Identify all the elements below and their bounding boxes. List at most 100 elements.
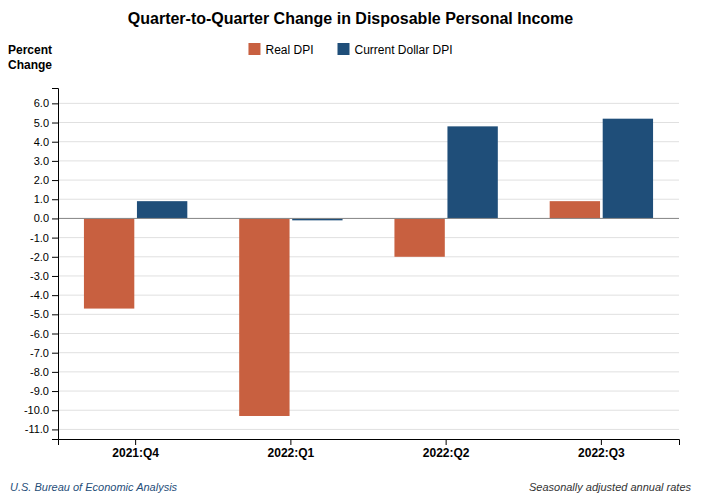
tick-label: -7.0 — [30, 347, 49, 359]
tick-label: -10.0 — [24, 404, 49, 416]
tick: 1.0 — [34, 193, 58, 205]
tick-mark — [52, 410, 58, 411]
tick-label: 6.0 — [34, 97, 49, 109]
annotation: Seasonally adjusted annual rates — [529, 481, 692, 493]
bar — [550, 201, 600, 218]
grid-line — [58, 391, 679, 392]
tick: -8.0 — [30, 366, 58, 378]
axis-line — [59, 440, 680, 446]
tick-mark — [52, 238, 58, 239]
legend-item: Current Dollar DPI — [338, 43, 453, 57]
legend-label: Current Dollar DPI — [355, 43, 453, 57]
tick: -9.0 — [30, 385, 58, 397]
grid-line — [58, 199, 679, 200]
tick-mark — [52, 142, 58, 143]
chart: 6.0 5.0 4.0 3.0 2.0 1.0 0.0 -1.0 -2.0 -3.0 -4.0 -5.… — [0, 0, 701, 501]
y-axis: 6.0 5.0 4.0 3.0 2.0 1.0 0.0 -1.0 -2.0 -3.0 -4.0 -5.… — [24, 89, 59, 440]
tick-mark — [52, 103, 58, 104]
tick-label: -4.0 — [30, 289, 49, 301]
tick-mark — [52, 180, 58, 181]
tick-label: -1.0 — [30, 232, 49, 244]
tick-mark — [52, 276, 58, 277]
tick-label: -9.0 — [30, 385, 49, 397]
grid-line — [58, 103, 679, 104]
tick: 0.0 — [34, 212, 58, 224]
tick-mark — [52, 334, 58, 335]
grid-line — [58, 275, 679, 276]
tick: -10.0 — [24, 404, 58, 416]
tick: 3.0 — [34, 155, 58, 167]
tick-label: 4.0 — [34, 136, 49, 148]
series — [137, 119, 653, 221]
tick-mark — [52, 372, 58, 373]
tick-label: -5.0 — [30, 308, 49, 320]
grid-line — [58, 429, 679, 430]
tick: 5.0 — [34, 117, 58, 129]
legend-item: Real DPI — [248, 43, 313, 57]
annotation: U.S. Bureau of Economic Analysis — [10, 481, 178, 493]
y-axis-title: PercentChange — [8, 43, 52, 72]
tick: -4.0 — [30, 289, 58, 301]
tick: 2.0 — [34, 174, 58, 186]
title: Quarter-to-Quarter Change in Disposable … — [128, 10, 574, 27]
tick-mark — [52, 257, 58, 258]
bar — [603, 119, 653, 219]
grid-line — [58, 371, 679, 372]
grid — [58, 103, 679, 429]
tick: 6.0 — [34, 97, 58, 109]
tick-label: -2.0 — [30, 251, 49, 263]
tick: -11.0 — [25, 423, 58, 435]
grid-line — [58, 352, 679, 353]
tick-label: 2021:Q4 — [112, 446, 159, 460]
tick: 2022:Q3 — [578, 439, 625, 460]
grid-line — [58, 141, 679, 142]
legend-swatch — [338, 43, 350, 55]
tick-mark — [52, 429, 58, 430]
zero-line — [58, 218, 679, 219]
tick-mark — [52, 123, 58, 124]
legend: Real DPI Current Dollar DPI — [248, 43, 452, 57]
tick: -1.0 — [30, 232, 58, 244]
bar — [447, 126, 497, 218]
tick-label: 2.0 — [34, 174, 49, 186]
legend-label: Real DPI — [265, 43, 313, 57]
tick: -6.0 — [30, 328, 58, 340]
tick-label: 2022:Q2 — [423, 446, 470, 460]
tick-label: -8.0 — [30, 366, 49, 378]
bar — [239, 218, 289, 416]
tick-mark — [52, 295, 58, 296]
grid-line — [58, 333, 679, 334]
tick-label: 0.0 — [34, 212, 49, 224]
plot: 6.0 5.0 4.0 3.0 2.0 1.0 0.0 -1.0 -2.0 -3.0 -4.0 -5.… — [24, 89, 680, 460]
grid-line — [58, 410, 679, 411]
grid-line — [58, 295, 679, 296]
tick: 4.0 — [34, 136, 58, 148]
tick: 2022:Q2 — [423, 439, 470, 460]
grid-line — [58, 122, 679, 123]
tick: -2.0 — [30, 251, 58, 263]
tick-mark — [135, 439, 136, 445]
tick-mark — [52, 353, 58, 354]
grid-line — [58, 160, 679, 161]
tick-label: -3.0 — [30, 270, 49, 282]
grid-line — [58, 180, 679, 181]
grid-line — [58, 237, 679, 238]
tick-mark — [601, 439, 602, 445]
bar — [84, 218, 134, 308]
tick-mark — [52, 391, 58, 392]
tick-label: -6.0 — [30, 328, 49, 340]
tick: -3.0 — [30, 270, 58, 282]
tick: 2021:Q4 — [112, 439, 159, 460]
axis-line — [52, 89, 59, 440]
tick-mark — [446, 439, 447, 445]
tick-label: 2022:Q1 — [268, 446, 315, 460]
bar — [137, 201, 187, 218]
legend-swatch — [248, 43, 260, 55]
bars — [84, 119, 653, 416]
series — [84, 201, 600, 416]
grid-line — [58, 314, 679, 315]
tick-mark — [52, 314, 58, 315]
grid-line — [58, 256, 679, 257]
tick-label: 1.0 — [34, 193, 49, 205]
tick-mark — [52, 218, 58, 219]
